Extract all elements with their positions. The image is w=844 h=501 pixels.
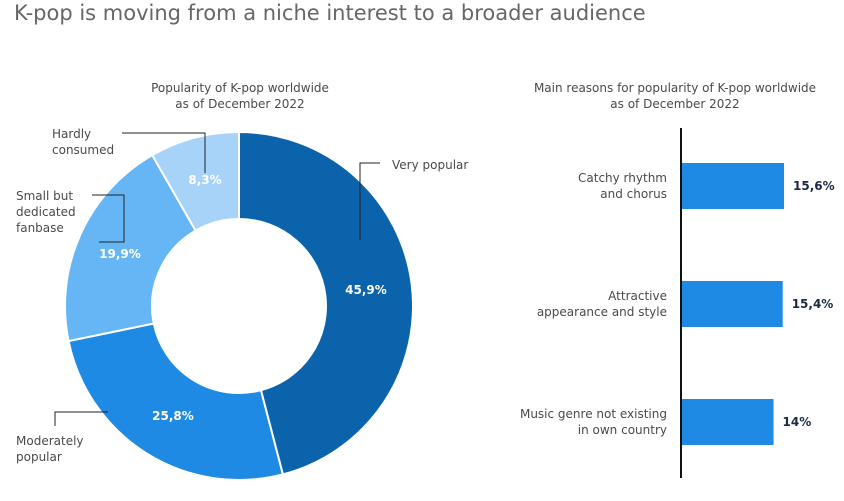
pie-slice-small-but-dedicated-fanbase [64,153,197,343]
bar-value-label-music-genre-not-existing-in-own-country: 14% [783,415,812,429]
donut-title-line-2: as of December 2022 [175,97,305,111]
bar-category-label-attractive-appearance-and-style: Attractive appearance and style [537,289,667,319]
pie-category-label-line: fanbase [16,221,64,235]
main-title: K-pop is moving from a niche interest to… [14,1,646,25]
bar-category-label-line: appearance and style [537,305,667,319]
bar-title-line-1: Main reasons for popularity of K-pop wor… [533,81,817,95]
donut-title-line-1: Popularity of K-pop worldwide [151,81,329,95]
pie-category-label-very-popular: Very popular [392,158,468,172]
pie-value-label-very-popular: 45,9% [345,283,387,297]
pie-category-label-hardly-consumed: Hardly consumed [52,127,114,157]
pie-leader-line-very-popular [359,162,380,240]
bar-category-label-line: in own country [578,423,667,437]
bar-category-label-line: Attractive [608,289,667,303]
pie-category-label-line: Small but [16,189,73,203]
bar-chart-title: Main reasons for popularity of K-pop wor… [510,80,840,112]
bar-category-label-line: Catchy rhythm [578,171,667,185]
pie-category-label-line: dedicated [16,205,76,219]
bar-category-label-line: Music genre not existing [520,407,667,421]
bar-category-label-music-genre-not-existing-in-own-country: Music genre not existing in own country [520,407,667,437]
pie-category-label-moderately-popular: Moderately popular [16,434,84,464]
bar-title-line-2: as of December 2022 [610,97,740,111]
pie-value-label-hardly-consumed: 8,3% [188,173,221,187]
pie-category-label-line: popular [16,450,62,464]
pie-category-label-line: Very popular [392,158,468,172]
pie-slice-very-popular [238,130,415,476]
bar-value-label-attractive-appearance-and-style: 15,4% [792,297,834,311]
pie-category-label-small-but-dedicated-fanbase: Small but dedicated fanbase [16,189,76,235]
bar-music-genre-not-existing-in-own-country [682,399,774,445]
pie-leader-line-moderately-popular [54,411,108,426]
bar-category-label-line: and chorus [600,187,667,201]
pie-leader-line-hardly-consumed [122,132,206,173]
bar-category-label-catchy-rhythm-and-chorus: Catchy rhythm and chorus [578,171,667,201]
donut-chart-title: Popularity of K-pop worldwide as of Dece… [110,80,370,112]
pie-slice-hardly-consumed [150,130,240,232]
pie-slice-moderately-popular [67,322,285,481]
pie-leader-line-small-but-dedicated-fanbase [92,194,125,243]
pie-category-label-line: Hardly [52,127,91,141]
bar-catchy-rhythm-and-chorus [682,163,784,209]
bar-attractive-appearance-and-style [682,281,783,327]
pie-value-label-moderately-popular: 25,8% [152,409,194,423]
pie-category-label-line: Moderately [16,434,84,448]
pie-category-label-line: consumed [52,143,114,157]
pie-value-label-small-but-dedicated-fanbase: 19,9% [99,247,141,261]
bar-value-label-catchy-rhythm-and-chorus: 15,6% [793,179,835,193]
